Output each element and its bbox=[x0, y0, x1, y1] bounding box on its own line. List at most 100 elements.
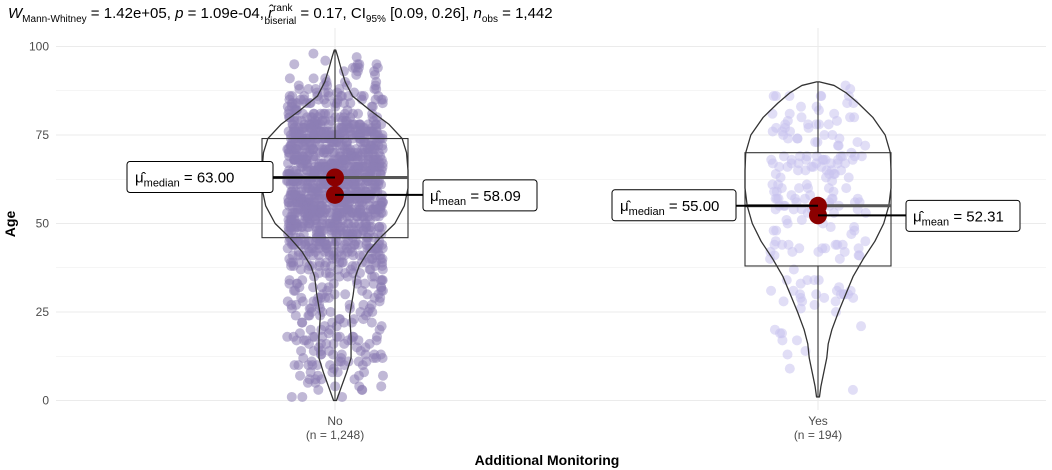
data-point bbox=[319, 87, 330, 98]
data-point bbox=[361, 193, 372, 204]
data-point bbox=[308, 179, 319, 190]
data-point bbox=[292, 204, 303, 215]
data-point bbox=[772, 193, 783, 204]
data-point bbox=[831, 115, 842, 126]
data-point bbox=[359, 144, 370, 155]
data-point bbox=[843, 172, 854, 183]
data-point bbox=[314, 268, 325, 279]
data-point bbox=[377, 370, 388, 381]
data-point bbox=[347, 130, 358, 140]
data-point bbox=[309, 331, 320, 342]
x-tick-count: (n = 1,248) bbox=[306, 428, 364, 442]
data-point bbox=[297, 391, 308, 402]
y-axis: 0 25 50 75 100 bbox=[29, 40, 49, 408]
data-point bbox=[784, 363, 795, 374]
data-point bbox=[860, 236, 871, 247]
mean-callout bbox=[905, 199, 1021, 232]
data-point bbox=[860, 140, 871, 151]
x-tick-label: No bbox=[327, 414, 343, 428]
data-point bbox=[823, 119, 834, 130]
mean-value: 58.09 bbox=[483, 188, 521, 205]
data-point bbox=[847, 384, 858, 395]
data-point bbox=[334, 222, 345, 233]
data-point bbox=[791, 335, 802, 346]
data-point bbox=[344, 299, 355, 310]
data-point bbox=[360, 342, 371, 353]
data-point bbox=[767, 108, 778, 119]
data-point bbox=[361, 356, 372, 367]
data-point bbox=[374, 222, 385, 233]
data-point bbox=[353, 207, 364, 218]
mean-sub: mean bbox=[922, 216, 950, 228]
data-point bbox=[290, 190, 301, 201]
median-eq: = bbox=[665, 198, 682, 215]
data-point bbox=[349, 374, 360, 385]
data-point bbox=[309, 165, 320, 176]
data-point bbox=[372, 112, 383, 123]
data-point bbox=[337, 391, 348, 402]
data-point bbox=[308, 345, 319, 356]
data-point bbox=[288, 239, 299, 250]
data-point bbox=[853, 250, 864, 261]
data-point bbox=[284, 73, 295, 84]
data-point bbox=[809, 299, 820, 310]
data-point bbox=[284, 278, 295, 289]
data-point bbox=[308, 73, 319, 84]
data-point bbox=[816, 91, 827, 102]
mean-callout-text: μ̂mean = 58.09 bbox=[430, 188, 521, 208]
data-point bbox=[347, 62, 358, 73]
data-point bbox=[766, 285, 777, 296]
data-point bbox=[771, 225, 782, 236]
data-point bbox=[315, 303, 326, 314]
data-point bbox=[288, 285, 299, 296]
data-point bbox=[282, 331, 293, 342]
data-point bbox=[765, 253, 776, 264]
data-point bbox=[319, 236, 330, 247]
data-point bbox=[314, 147, 325, 158]
data-point bbox=[781, 214, 792, 225]
mean-callout bbox=[422, 179, 538, 212]
data-point bbox=[852, 137, 863, 148]
data-point bbox=[782, 349, 793, 360]
data-point bbox=[345, 144, 356, 155]
data-point bbox=[795, 101, 806, 112]
mean-symbol: μ̂ bbox=[430, 188, 442, 205]
data-point bbox=[340, 289, 351, 300]
data-point bbox=[860, 207, 871, 218]
data-point bbox=[339, 360, 350, 371]
mean-callout-text: μ̂mean = 52.31 bbox=[913, 208, 1004, 228]
data-point bbox=[767, 126, 778, 137]
data-point bbox=[289, 115, 300, 126]
data-point bbox=[826, 165, 837, 176]
data-point bbox=[370, 130, 381, 140]
data-point bbox=[348, 108, 359, 119]
data-point bbox=[856, 321, 867, 332]
y-tick-label: 50 bbox=[36, 217, 50, 231]
median-symbol: μ̂ bbox=[135, 169, 147, 186]
data-point bbox=[835, 151, 846, 162]
data-point bbox=[289, 360, 300, 371]
data-point bbox=[363, 307, 374, 317]
data-point bbox=[365, 264, 376, 275]
data-point bbox=[297, 296, 308, 307]
data-point bbox=[319, 126, 330, 137]
data-point bbox=[830, 239, 841, 250]
data-point bbox=[283, 144, 294, 155]
data-point bbox=[787, 246, 798, 257]
data-point bbox=[328, 278, 339, 289]
data-point bbox=[317, 211, 328, 222]
data-point bbox=[366, 222, 377, 233]
data-point bbox=[801, 151, 812, 162]
data-point bbox=[778, 151, 789, 162]
data-point bbox=[775, 172, 786, 183]
data-point bbox=[366, 317, 377, 328]
data-point bbox=[834, 253, 845, 264]
data-point bbox=[344, 211, 355, 222]
data-point bbox=[823, 183, 834, 194]
data-point bbox=[364, 211, 375, 222]
data-point bbox=[830, 296, 841, 307]
data-point bbox=[795, 303, 806, 314]
data-point bbox=[834, 133, 845, 144]
